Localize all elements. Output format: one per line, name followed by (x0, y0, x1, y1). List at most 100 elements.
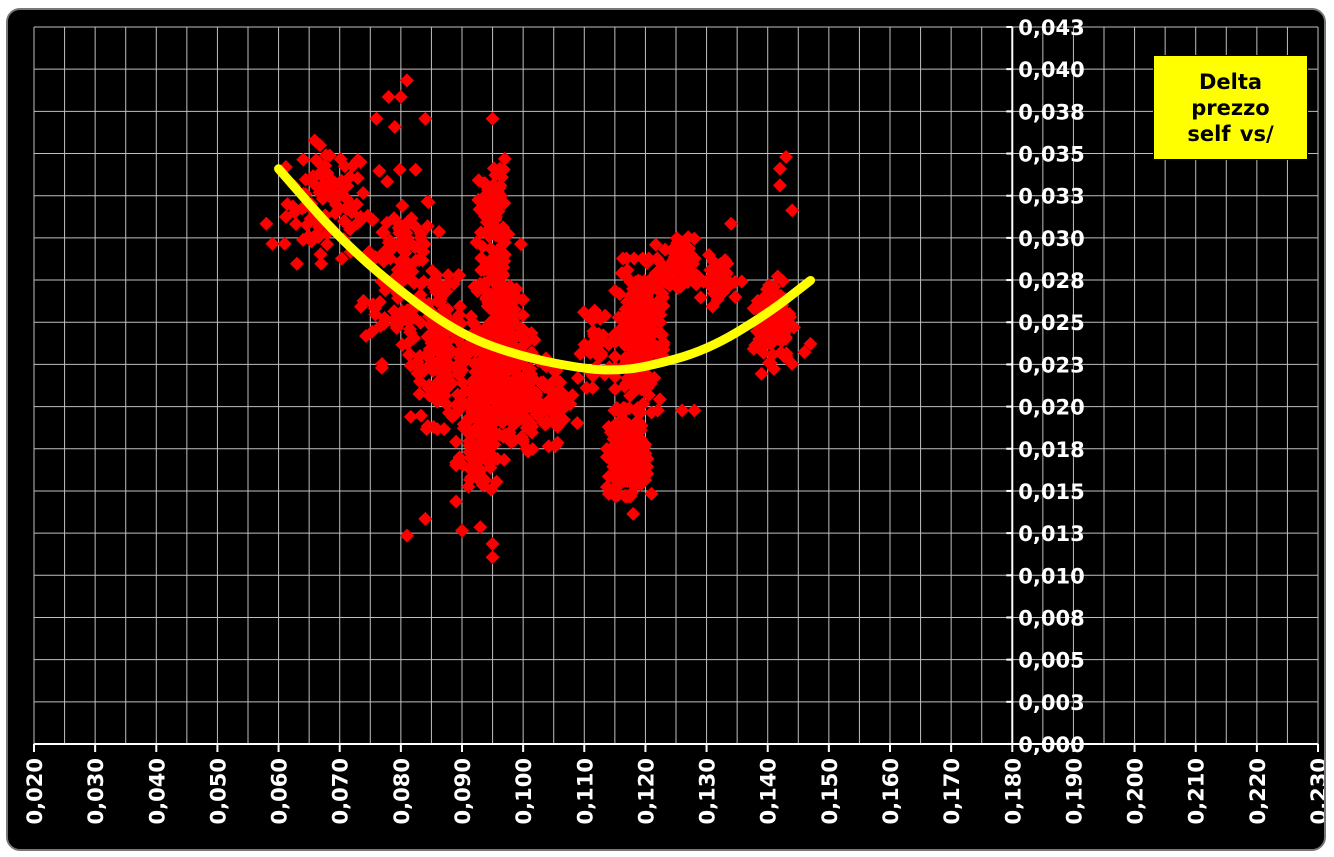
data-point (579, 380, 594, 395)
data-point (356, 186, 371, 201)
data-point (403, 409, 418, 424)
data-point (452, 450, 467, 465)
data-point (488, 297, 503, 312)
data-point (703, 263, 718, 278)
x-tick-labels: 0,020 0,030 0,040 0,050 0,060 0,070 0,080 0,090… (23, 758, 1324, 824)
data-point (492, 181, 507, 196)
x-tick-label: 0,130 (696, 758, 720, 824)
x-tick-label: 0,060 (268, 758, 292, 824)
data-point (416, 363, 431, 378)
data-point (381, 90, 396, 105)
data-point (372, 163, 387, 178)
data-point (515, 308, 530, 323)
data-point (633, 422, 648, 437)
data-point (408, 253, 423, 268)
data-point (652, 326, 667, 341)
x-tick-label: 0,140 (757, 758, 781, 824)
data-point (765, 326, 780, 341)
x-tick-label: 0,180 (1001, 758, 1025, 824)
x-tick-label: 0,150 (818, 758, 842, 824)
data-point (633, 348, 648, 363)
data-point (633, 405, 648, 420)
data-point (640, 256, 655, 271)
y-tick-label: 0,013 (1018, 522, 1084, 546)
data-point (307, 133, 322, 148)
data-point (485, 536, 500, 551)
data-point (477, 446, 492, 461)
data-point (381, 245, 396, 260)
data-point (474, 251, 489, 266)
data-point (658, 275, 673, 290)
data-point (658, 242, 673, 257)
data-point (779, 346, 794, 361)
data-point (525, 442, 540, 457)
trendline-group (274, 164, 816, 375)
data-point (422, 348, 437, 363)
x-tick-label: 0,110 (573, 758, 597, 824)
data-point (463, 433, 478, 448)
data-point (404, 211, 419, 226)
data-point (309, 153, 324, 168)
y-tick-label: 0,020 (1018, 396, 1084, 420)
data-point (623, 489, 638, 504)
data-point (442, 341, 457, 356)
data-point (475, 413, 490, 428)
data-point (505, 355, 520, 370)
y-tick-label: 0,043 (1018, 16, 1084, 40)
data-point (265, 236, 280, 251)
data-point (517, 373, 532, 388)
data-point (413, 408, 428, 423)
y-tick-label: 0,025 (1018, 311, 1084, 335)
data-point (516, 322, 531, 337)
data-point (484, 482, 499, 497)
data-point (486, 430, 501, 445)
data-point (456, 395, 471, 410)
data-point (405, 238, 420, 253)
x-tick-label: 0,070 (329, 758, 353, 824)
data-point (612, 287, 627, 302)
data-point (629, 306, 644, 321)
data-point (479, 224, 494, 239)
data-point (623, 388, 638, 403)
data-point (491, 308, 506, 323)
data-point (748, 301, 763, 316)
x-tick-label: 0,200 (1124, 758, 1148, 824)
data-point (418, 111, 433, 126)
data-point (620, 440, 635, 455)
data-point (436, 302, 451, 317)
data-point (485, 269, 500, 284)
data-points (259, 73, 818, 565)
data-point (467, 279, 482, 294)
data-point (486, 250, 501, 265)
data-point (360, 208, 375, 223)
data-point (288, 217, 303, 232)
data-point (488, 224, 503, 239)
data-point (772, 178, 787, 193)
data-point (343, 222, 358, 237)
data-point (350, 153, 365, 168)
data-point (449, 434, 464, 449)
data-point (497, 452, 512, 467)
data-point (570, 371, 585, 386)
x-tick-label: 0,210 (1185, 758, 1209, 824)
data-point (425, 320, 440, 335)
data-point (504, 435, 519, 450)
x-tick-label: 0,120 (634, 758, 658, 824)
data-point (387, 304, 402, 319)
data-point (522, 387, 537, 402)
data-point (462, 445, 477, 460)
data-point (399, 73, 414, 88)
data-point (455, 523, 469, 538)
x-tick-label: 0,030 (84, 758, 108, 824)
data-point (483, 460, 498, 475)
data-point (374, 360, 389, 375)
data-point (601, 486, 616, 501)
data-point (608, 349, 623, 364)
x-tick-label: 0,020 (23, 758, 47, 824)
data-point (608, 382, 623, 397)
data-point (728, 289, 743, 304)
data-point (301, 229, 316, 244)
data-point (772, 161, 787, 176)
data-point (513, 237, 528, 252)
data-point (632, 438, 647, 453)
